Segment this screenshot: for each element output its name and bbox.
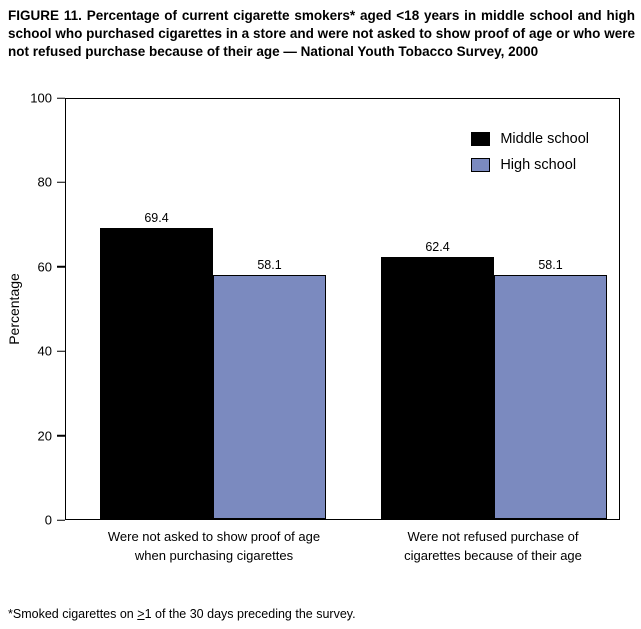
footnote-text: *Smoked cigarettes on [8,607,138,621]
bar-value-label: 58.1 [257,258,282,273]
legend-item-middle-school: Middle school [471,132,589,147]
x-category-label: Were not refused purchase of cigarettes … [404,529,582,563]
legend-swatch [471,157,491,172]
legend-label: High school [500,156,577,173]
y-axis-label: Percentage [6,273,23,345]
legend-swatch [471,132,491,147]
y-axis-label-box: Percentage [0,98,28,520]
bar-middle-school [381,256,494,519]
bar-high-school [494,274,607,519]
bar-value-label: 62.4 [425,240,450,255]
bar-column: 69.4 [100,99,213,519]
y-tick-mark [57,266,65,268]
y-tick-label: 100 [30,90,52,106]
bar-column: 58.1 [213,99,326,519]
geq-symbol: > [137,607,145,621]
legend-item-high-school: High school [471,156,589,173]
y-tick-mark [57,97,65,99]
figure-title: FIGURE 11. Percentage of current cigaret… [8,8,635,59]
y-tick-label: 40 [37,343,52,359]
bar-value-label: 69.4 [144,211,169,226]
bar-high-school [213,274,326,519]
bars-layer: 69.4 58.1 62.4 58.1 [66,99,619,519]
bar-column: 62.4 [381,99,494,519]
footnote-text: 1 of the 30 days preceding the survey. [144,607,356,621]
y-tick-mark [57,181,65,184]
y-tick-label: 0 [44,512,52,528]
bar-group: 69.4 58.1 [100,99,326,519]
y-tick-mark [57,434,65,437]
bar-value-label: 58.1 [538,258,563,273]
x-axis-labels: Were not asked to show proof of age when… [65,528,620,566]
y-tick-label: 20 [37,428,52,444]
y-tick-mark [57,350,65,352]
bar-column: 58.1 [494,99,607,519]
legend: Middle school High school [471,132,589,172]
bar-group: 62.4 58.1 [381,99,607,519]
plot-area: 69.4 58.1 62.4 58.1 Middle school High scho… [65,98,620,520]
figure-footnote: *Smoked cigarettes on >1 of the 30 days … [8,607,356,622]
legend-label: Middle school [500,131,589,147]
y-tick-label: 80 [37,174,52,190]
y-tick-mark [57,519,65,521]
x-category-label: Were not asked to show proof of age when… [107,529,321,563]
y-tick-label: 60 [37,259,52,275]
plot-wrap: 69.4 58.1 62.4 58.1 Middle school High scho… [30,92,620,527]
bar-middle-school [100,227,213,519]
